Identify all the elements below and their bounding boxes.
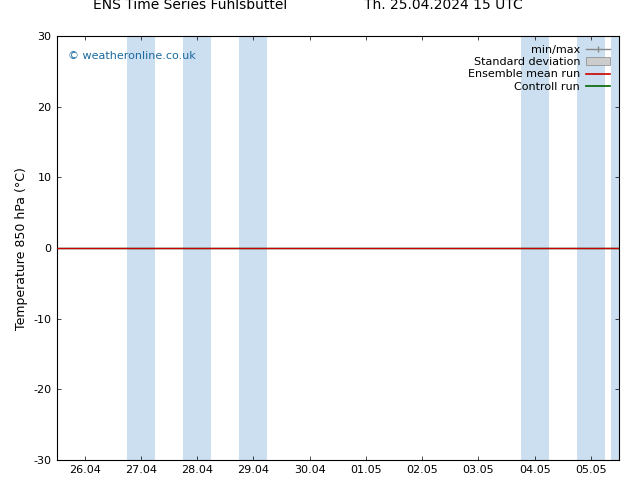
Text: Th. 25.04.2024 15 UTC: Th. 25.04.2024 15 UTC: [365, 0, 523, 12]
Bar: [183, 36, 211, 460]
Bar: [127, 36, 155, 460]
Bar: [611, 36, 619, 460]
Title: ENS Time Series Fuhlsbüttel      Th. 25.04.2024 15 UTC: ENS Time Series Fuhlsbüttel Th. 25.04.20…: [0, 489, 1, 490]
Bar: [240, 36, 268, 460]
Legend: min/max, Standard deviation, Ensemble mean run, Controll run: min/max, Standard deviation, Ensemble me…: [465, 42, 614, 95]
Text: ENS Time Series Fuhlsbüttel: ENS Time Series Fuhlsbüttel: [93, 0, 287, 12]
Text: © weatheronline.co.uk: © weatheronline.co.uk: [68, 51, 195, 61]
Y-axis label: Temperature 850 hPa (°C): Temperature 850 hPa (°C): [15, 167, 28, 330]
Bar: [521, 36, 548, 460]
Bar: [577, 36, 605, 460]
